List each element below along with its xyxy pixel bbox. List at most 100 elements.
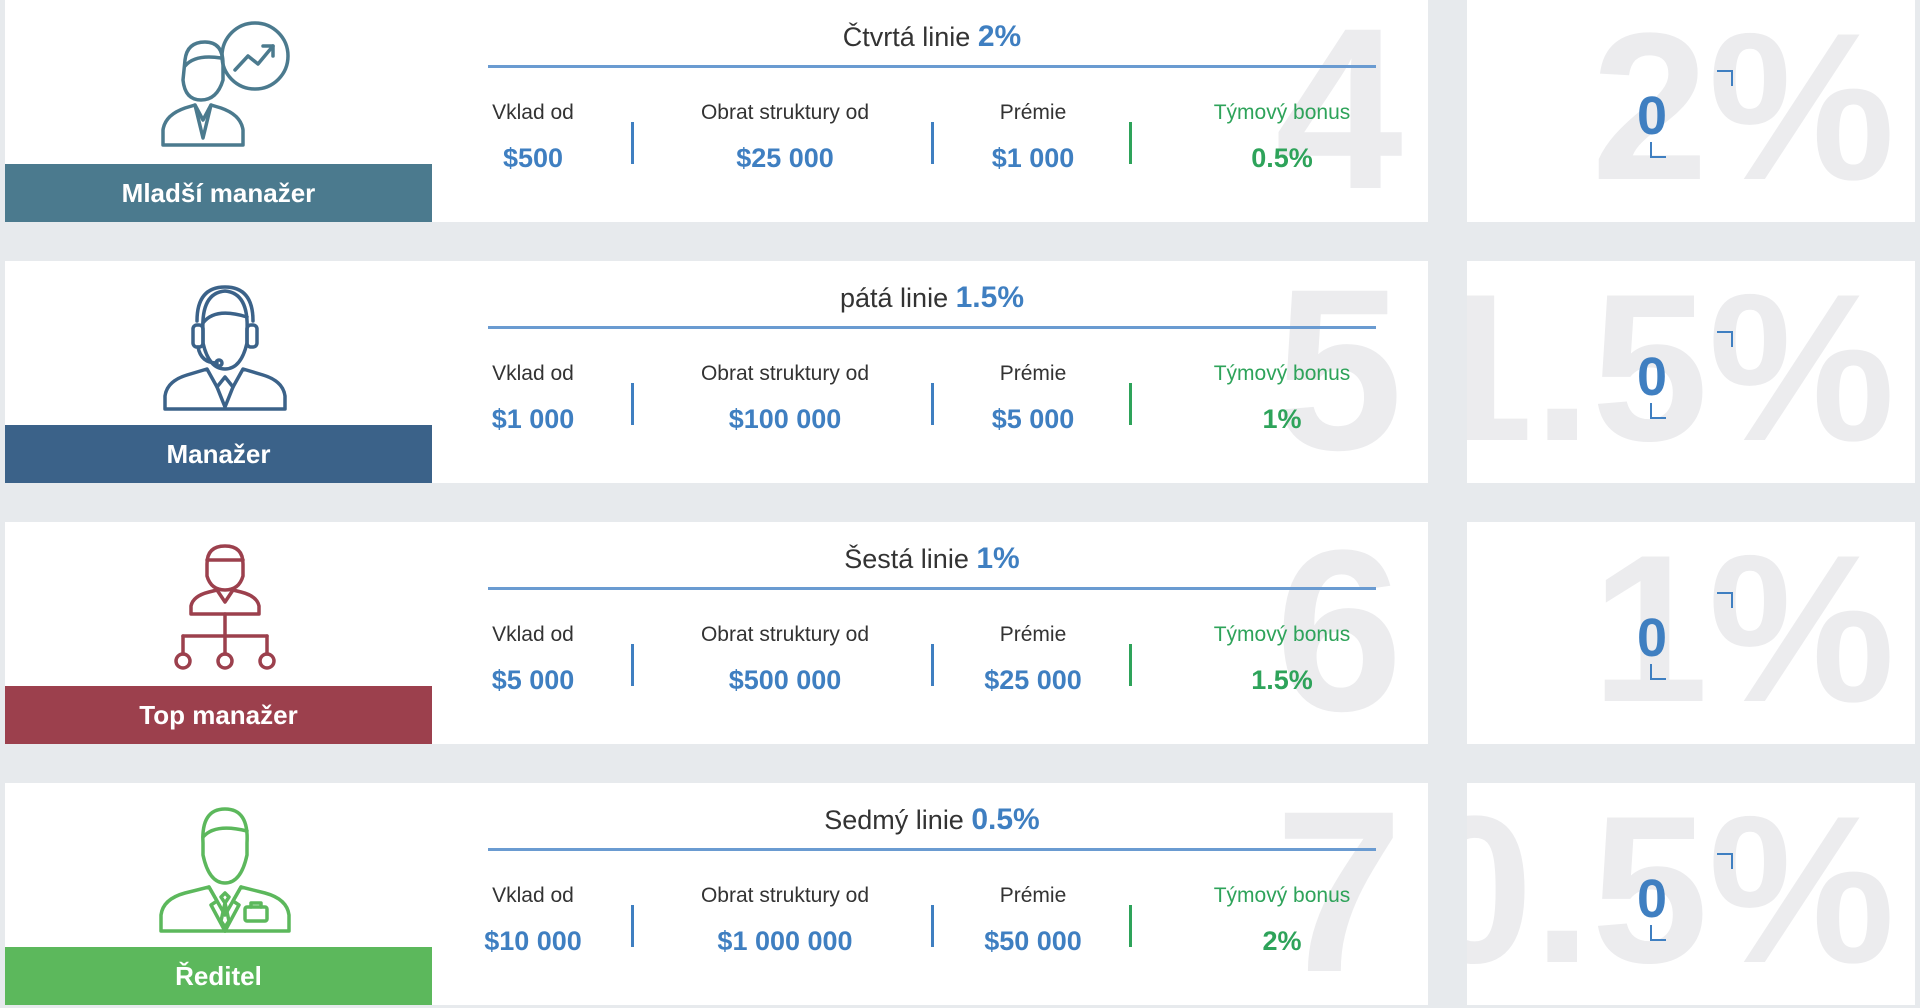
premium-value: $25 000: [984, 665, 1082, 695]
team-bonus-stat: Týmový bonus 0.5%: [1167, 101, 1397, 174]
level-row-top-manager: 6 Top manažer Šestá linie 1% Vklad: [0, 522, 1920, 744]
turnover-label: Obrat struktury od: [700, 884, 870, 907]
stat-divider: [631, 383, 634, 425]
deposit-stat: Vklad od $500: [418, 101, 648, 174]
premium-value: $5 000: [991, 404, 1075, 434]
turnover-value: $25 000: [736, 143, 834, 173]
rank-label: Manažer: [5, 425, 432, 483]
stat-divider: [1129, 905, 1132, 947]
line-percentage: 0.5%: [971, 803, 1040, 836]
percentage-watermark: 1%: [1591, 522, 1895, 744]
line-label: Čtvrtá linie: [842, 22, 971, 52]
level-row-director: 7 Ředitel Sedmý linie 0.5% Vklad od $10 …: [0, 783, 1920, 1005]
stat-divider: [931, 905, 934, 947]
line-percentage: 1.5%: [955, 281, 1024, 314]
deposit-value: $10 000: [484, 926, 582, 956]
stat-divider: [931, 122, 934, 164]
director-suit-icon: [159, 807, 291, 933]
corner-bracket-icon: [1717, 70, 1733, 86]
turnover-stat: Obrat struktury od $500 000: [650, 623, 920, 696]
rank-avatar: [5, 0, 432, 222]
level-row-junior-manager: 4 Mladší manažer Čtvrtá linie 2% Vklad o…: [0, 0, 1920, 222]
turnover-label: Obrat struktury od: [700, 101, 870, 124]
team-bonus-label: Týmový bonus: [1213, 623, 1351, 646]
turnover-label: Obrat struktury od: [700, 623, 870, 646]
team-bonus-value: 1%: [1262, 404, 1302, 434]
stat-divider: [631, 905, 634, 947]
title-underline: [488, 848, 1376, 851]
corner-bracket-icon: [1650, 664, 1666, 680]
turnover-value: $100 000: [728, 404, 842, 434]
corner-bracket-icon: [1717, 592, 1733, 608]
counter-card: 1.5% 0: [1467, 261, 1915, 483]
stat-divider: [1129, 383, 1132, 425]
counter-card: 1% 0: [1467, 522, 1915, 744]
deposit-label: Vklad od: [492, 623, 574, 646]
counter-value: 0: [1637, 86, 1668, 146]
turnover-stat: Obrat struktury od $100 000: [650, 362, 920, 435]
deposit-label: Vklad od: [492, 101, 574, 124]
title-underline: [488, 587, 1376, 590]
counter-card: 2% 0: [1467, 0, 1915, 222]
line-label: pátá linie: [840, 283, 949, 313]
team-bonus-stat: Týmový bonus 2%: [1167, 884, 1397, 957]
corner-bracket-icon: [1717, 331, 1733, 347]
team-bonus-value: 1.5%: [1251, 665, 1313, 695]
stat-divider: [631, 644, 634, 686]
premium-value: $1 000: [991, 143, 1075, 173]
deposit-label: Vklad od: [492, 884, 574, 907]
rank-avatar: [5, 783, 432, 1005]
turnover-value: $500 000: [728, 665, 842, 695]
team-bonus-value: 2%: [1262, 926, 1302, 956]
stat-divider: [1129, 122, 1132, 164]
level-row-manager: 5 Manažer pátá linie 1.5% Vklad od $1 00…: [0, 261, 1920, 483]
title-underline: [488, 65, 1376, 68]
line-number-watermark: 5: [1275, 261, 1403, 483]
premium-stat: Prémie $1 000: [918, 101, 1148, 174]
corner-bracket-icon: [1717, 853, 1733, 869]
deposit-label: Vklad od: [492, 362, 574, 385]
premium-stat: Prémie $5 000: [918, 362, 1148, 435]
premium-label: Prémie: [999, 623, 1067, 646]
counter-value: 0: [1637, 869, 1668, 929]
stat-divider: [931, 644, 934, 686]
stat-divider: [1129, 644, 1132, 686]
rank-avatar: [5, 261, 432, 483]
deposit-stat: Vklad od $5 000: [418, 623, 648, 696]
line-title: Šestá linie 1%: [488, 542, 1376, 578]
deposit-stat: Vklad od $10 000: [418, 884, 648, 957]
line-percentage: 1%: [976, 542, 1020, 575]
line-percentage: 2%: [977, 20, 1022, 53]
deposit-value: $5 000: [491, 665, 575, 695]
line-label: Šestá linie: [844, 544, 969, 574]
team-bonus-label: Týmový bonus: [1213, 101, 1351, 124]
corner-bracket-icon: [1650, 142, 1666, 158]
manager-growth-icon: [161, 21, 290, 147]
deposit-value: $1 000: [491, 404, 575, 434]
org-structure-icon: [174, 544, 276, 670]
turnover-stat: Obrat struktury od $1 000 000: [650, 884, 920, 957]
percentage-watermark: 0.5%: [1467, 783, 1895, 1005]
team-bonus-value: 0.5%: [1251, 143, 1313, 173]
title-underline: [488, 326, 1376, 329]
premium-value: $50 000: [984, 926, 1082, 956]
corner-bracket-icon: [1650, 403, 1666, 419]
deposit-stat: Vklad od $1 000: [418, 362, 648, 435]
line-title: Čtvrtá linie 2%: [488, 20, 1376, 56]
counter-card: 0.5% 0: [1467, 783, 1915, 1005]
corner-bracket-icon: [1650, 925, 1666, 941]
level-card: 6 Top manažer Šestá linie 1% Vklad: [5, 522, 1428, 744]
rank-label: Ředitel: [5, 947, 432, 1005]
line-number-watermark: 6: [1275, 522, 1403, 744]
level-card: 7 Ředitel Sedmý linie 0.5% Vklad od $10 …: [5, 783, 1428, 1005]
team-bonus-stat: Týmový bonus 1.5%: [1167, 623, 1397, 696]
premium-label: Prémie: [999, 884, 1067, 907]
turnover-value: $1 000 000: [717, 926, 853, 956]
percentage-watermark: 1.5%: [1467, 261, 1895, 483]
level-card: 4 Mladší manažer Čtvrtá linie 2% Vklad o…: [5, 0, 1428, 222]
counter-value: 0: [1637, 347, 1668, 407]
turnover-stat: Obrat struktury od $25 000: [650, 101, 920, 174]
counter-value: 0: [1637, 608, 1668, 668]
level-card: 5 Manažer pátá linie 1.5% Vklad od $1 00…: [5, 261, 1428, 483]
team-bonus-stat: Týmový bonus 1%: [1167, 362, 1397, 435]
